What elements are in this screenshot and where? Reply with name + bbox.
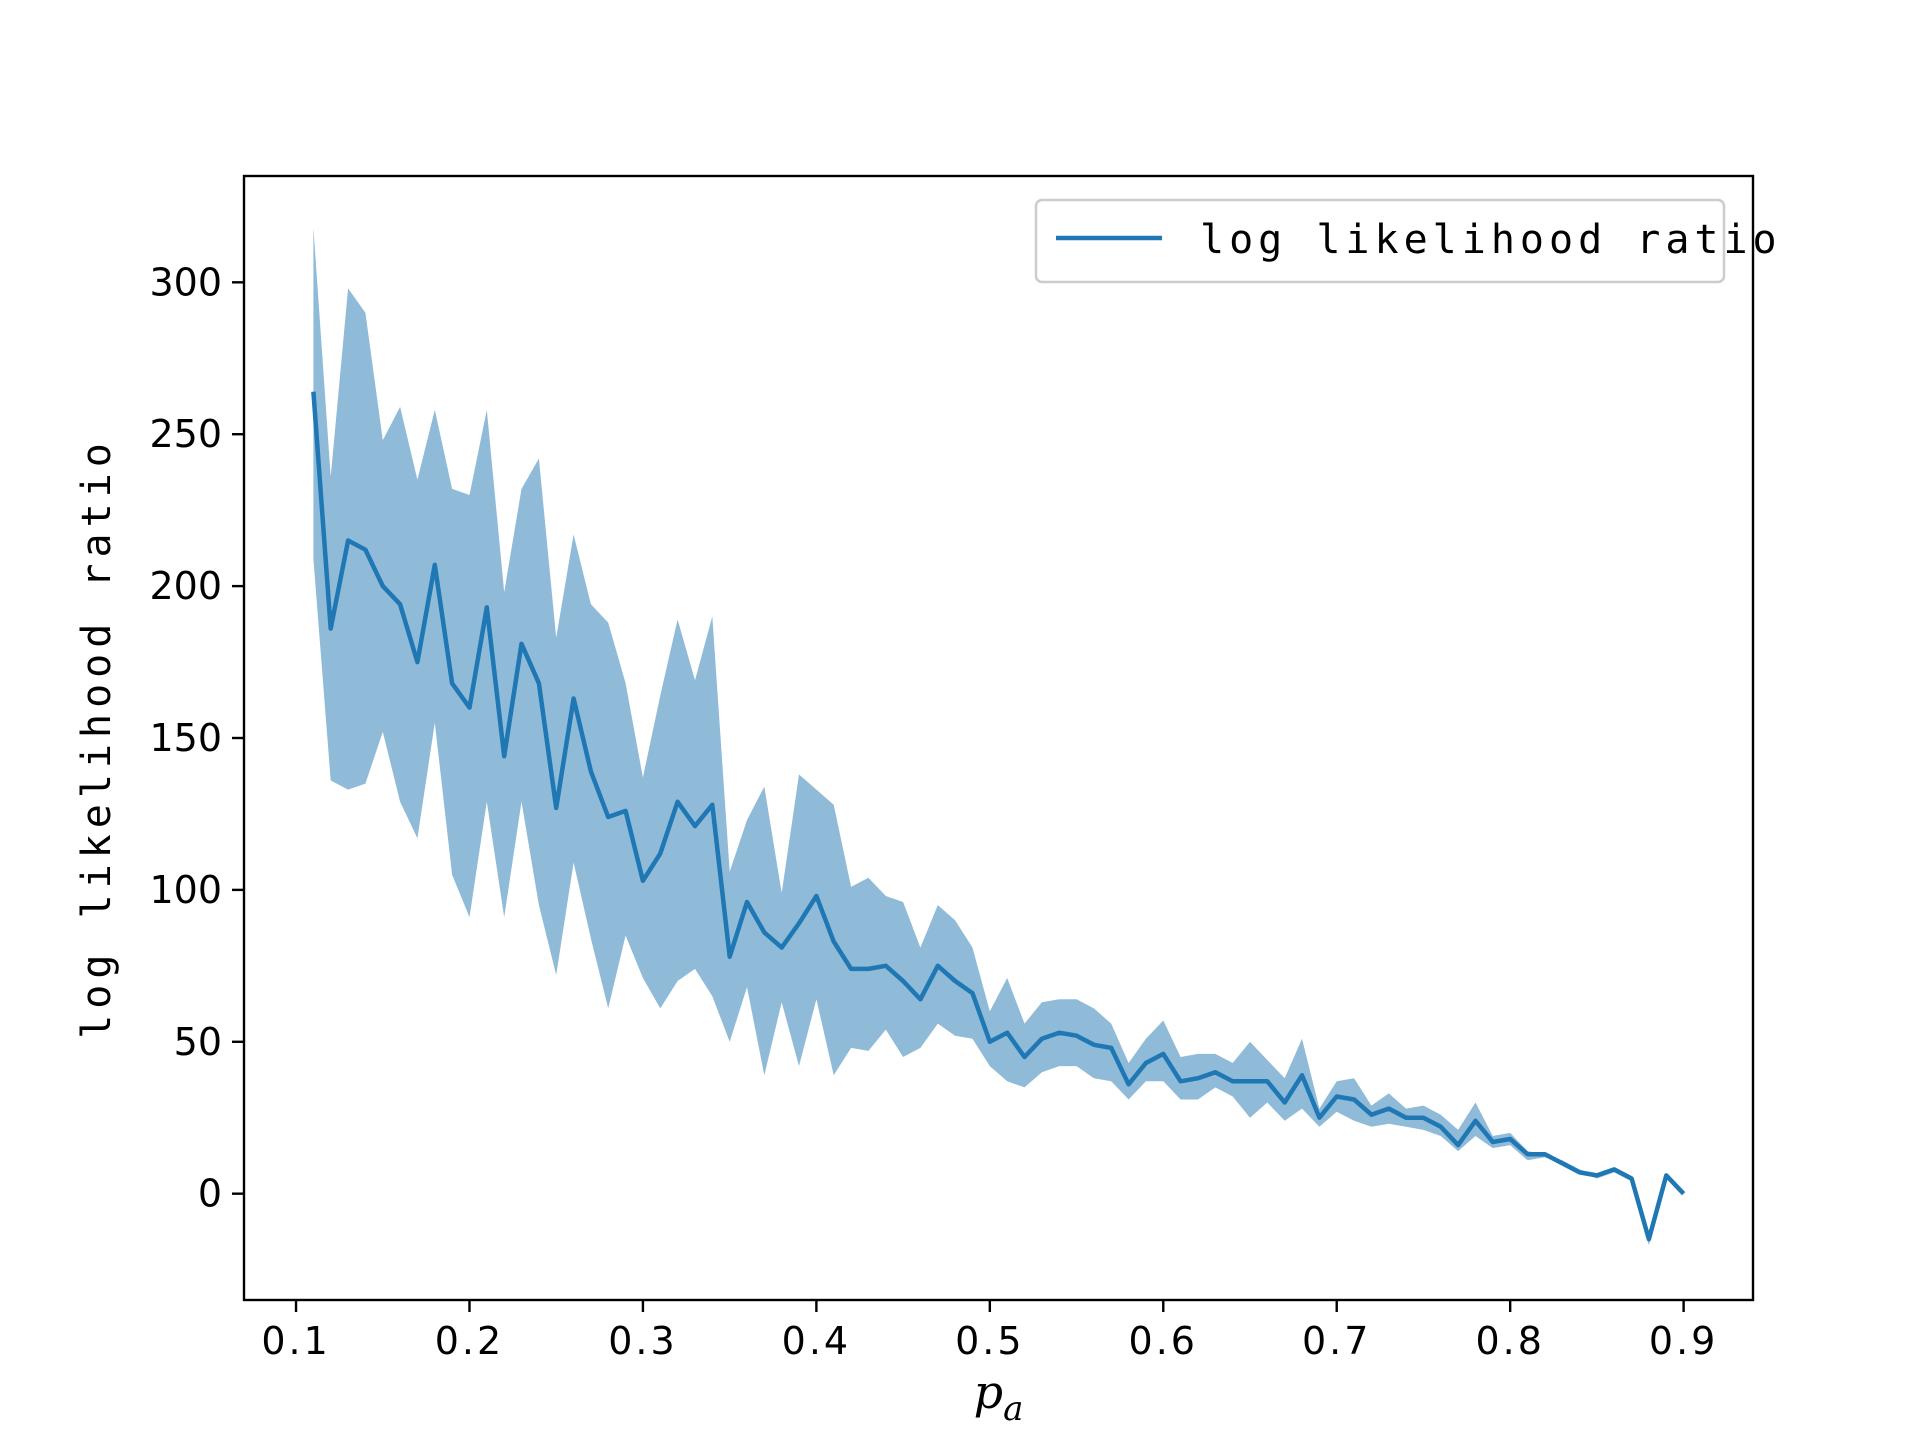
x-axis-label-subscript: a	[1003, 1389, 1023, 1429]
x-tick-label: 0.7	[1302, 1319, 1371, 1363]
y-tick-label: 150	[149, 716, 222, 760]
x-tick-label: 0.3	[608, 1319, 677, 1363]
y-tick-label: 100	[149, 868, 222, 912]
x-tick-label: 0.8	[1475, 1319, 1544, 1363]
y-tick-label: 0	[198, 1172, 222, 1216]
x-tick-label: 0.4	[782, 1319, 851, 1363]
x-axis-ticks: 0.1 0.2 0.3 0.4 0.5 0.6 0.7 0.8 0.9	[261, 1300, 1718, 1363]
x-axis-label-main: p	[974, 1365, 1003, 1419]
x-tick-label: 0.2	[435, 1319, 504, 1363]
y-axis-label: log likelihood ratio	[74, 437, 120, 1039]
legend: log likelihood ratio	[1034, 198, 1782, 284]
y-tick-label: 250	[149, 412, 222, 456]
x-tick-label: 0.9	[1649, 1319, 1718, 1363]
legend-label: log likelihood ratio	[1200, 217, 1782, 263]
y-tick-label: 200	[149, 564, 222, 608]
y-tick-label: 300	[149, 260, 222, 304]
x-tick-label: 0.6	[1129, 1319, 1198, 1363]
series-line-log-likelihood-ratio	[311, 391, 1686, 1242]
x-tick-label: 0.1	[261, 1319, 330, 1363]
x-tick-label: 0.5	[955, 1319, 1024, 1363]
legend-box	[1034, 198, 1726, 284]
y-tick-label: 50	[174, 1020, 222, 1064]
x-axis-label: pa	[974, 1365, 1024, 1429]
confidence-band	[313, 227, 1684, 1246]
y-axis-ticks: 0 50 100 150 200 250 300	[149, 260, 244, 1216]
plot-area	[311, 227, 1686, 1246]
